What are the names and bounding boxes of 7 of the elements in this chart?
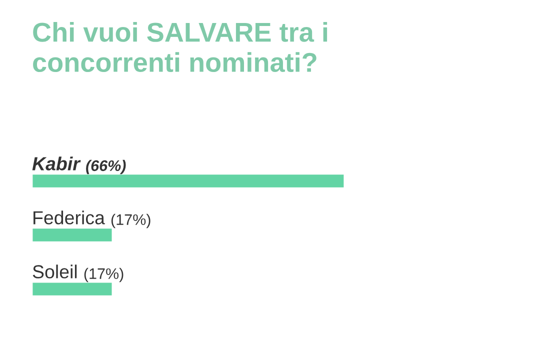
data-label: (17%): [84, 268, 124, 282]
y-tick-label: Federica: [34, 210, 105, 224]
y-tick-label: Soleil: [32, 264, 77, 278]
chart-title: Chi vuoi SALVARE tra i concorrenti nominati?: [33, 22, 328, 72]
data-label: (17%): [111, 214, 150, 228]
y-tick-label: Kabir: [32, 156, 81, 170]
data-label: (66%): [86, 160, 126, 174]
